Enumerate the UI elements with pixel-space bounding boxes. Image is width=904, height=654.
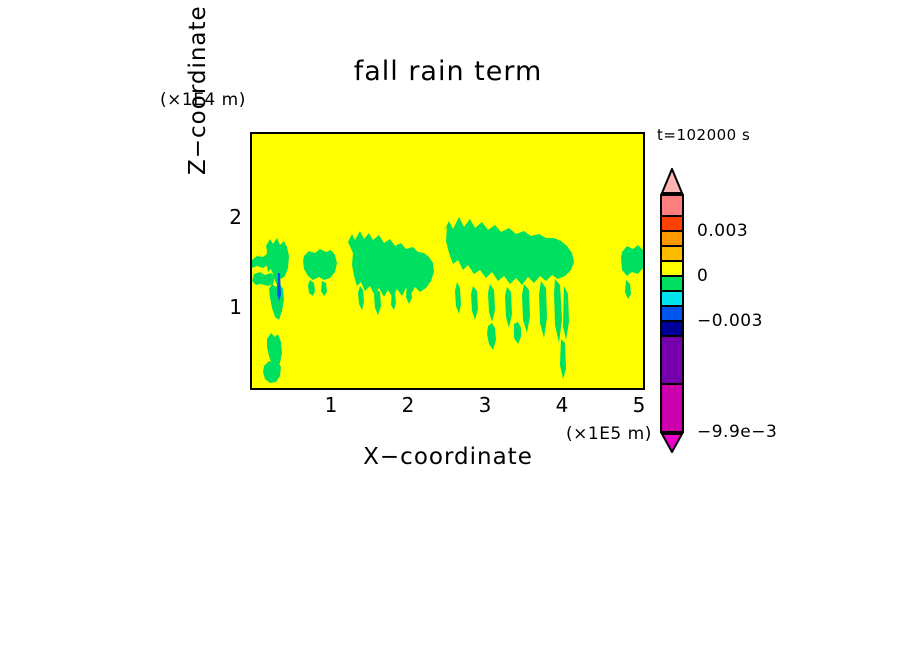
plot-area[interactable]: [250, 132, 645, 390]
y-axis-title: Z−coordinate: [185, 5, 211, 175]
x-top-minor-tick: [372, 132, 374, 134]
y-right-minor-tick: [643, 344, 645, 346]
x-tick-label-2: 2: [401, 393, 415, 417]
y-right-minor-tick: [643, 182, 645, 184]
colorbar-label-3: −9.9e−3: [697, 422, 778, 442]
colorbar-band-7: [660, 307, 684, 322]
x-top-major-tick: [641, 132, 643, 134]
colorbar-band-1: [660, 217, 684, 232]
y-minor-tick: [250, 344, 252, 346]
colorbar-top-arrow: [660, 168, 684, 194]
colorbar-label-1: 0: [697, 266, 709, 286]
y-axis-units-label: (×1E4 m): [160, 90, 246, 110]
y-right-major-tick: [643, 218, 645, 220]
colorbar-band-10: [660, 385, 684, 433]
colorbar[interactable]: [660, 194, 684, 433]
colorbar-label-2: −0.003: [697, 311, 763, 331]
colorbar-band-6: [660, 292, 684, 307]
x-top-major-tick: [410, 132, 412, 134]
y-right-minor-tick: [643, 380, 645, 382]
y-tick-label-1: 1: [229, 295, 242, 319]
y-right-minor-tick: [643, 272, 645, 274]
y-major-tick-2: [250, 218, 252, 220]
y-right-minor-tick: [643, 146, 645, 148]
x-major-tick-4: [564, 388, 566, 390]
x-major-tick-1: [333, 388, 335, 390]
x-axis-title: X−coordinate: [363, 444, 533, 470]
y-minor-tick: [250, 380, 252, 382]
y-minor-tick: [250, 146, 252, 148]
y-minor-tick: [250, 254, 252, 256]
x-tick-label-1: 1: [324, 393, 338, 417]
x-tick-label-5: 5: [632, 393, 646, 417]
colorbar-bottom-arrow: [660, 433, 684, 453]
y-major-tick-1: [250, 308, 252, 310]
y-tick-label-2: 2: [229, 205, 242, 229]
x-top-major-tick: [564, 132, 566, 134]
x-minor-tick: [526, 388, 528, 390]
colorbar-band-8: [660, 322, 684, 337]
colorbar-band-4: [660, 262, 684, 277]
x-top-minor-tick: [256, 132, 258, 134]
x-top-minor-tick: [602, 132, 604, 134]
y-minor-tick: [250, 182, 252, 184]
colorbar-band-9: [660, 337, 684, 385]
colorbar-band-5: [660, 277, 684, 292]
x-major-tick-2: [410, 388, 412, 390]
y-minor-tick: [250, 272, 252, 274]
x-minor-tick: [256, 388, 258, 390]
x-minor-tick: [448, 388, 450, 390]
x-minor-tick: [294, 388, 296, 390]
x-axis-units-label: (×1E5 m): [566, 424, 652, 444]
y-right-minor-tick: [643, 254, 645, 256]
x-major-tick-5: [641, 388, 643, 390]
x-minor-tick: [602, 388, 604, 390]
x-major-tick-3: [487, 388, 489, 390]
colorbar-band-0: [660, 194, 684, 217]
colorbar-band-3: [660, 247, 684, 262]
x-tick-label-4: 4: [555, 393, 569, 417]
x-top-minor-tick: [526, 132, 528, 134]
x-tick-label-3: 3: [478, 393, 492, 417]
colorbar-label-0: 0.003: [697, 221, 749, 241]
timestamp-annotation: t=102000 s: [657, 126, 751, 144]
page-title: fall rain term: [353, 56, 543, 87]
x-top-major-tick: [487, 132, 489, 134]
x-top-minor-tick: [448, 132, 450, 134]
contour-field: [252, 134, 643, 388]
y-right-major-tick: [643, 308, 645, 310]
x-top-major-tick: [333, 132, 335, 134]
colorbar-band-2: [660, 232, 684, 247]
x-minor-tick: [372, 388, 374, 390]
x-top-minor-tick: [294, 132, 296, 134]
